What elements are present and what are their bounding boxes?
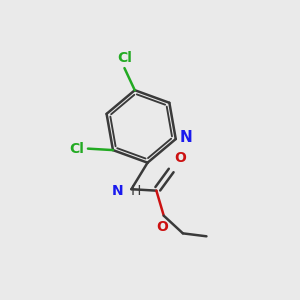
Text: N: N (112, 184, 123, 198)
Text: O: O (156, 220, 168, 233)
Text: Cl: Cl (117, 51, 132, 64)
Text: O: O (174, 151, 186, 165)
Text: Cl: Cl (70, 142, 84, 156)
Text: H: H (131, 184, 141, 198)
Text: N: N (179, 130, 192, 145)
